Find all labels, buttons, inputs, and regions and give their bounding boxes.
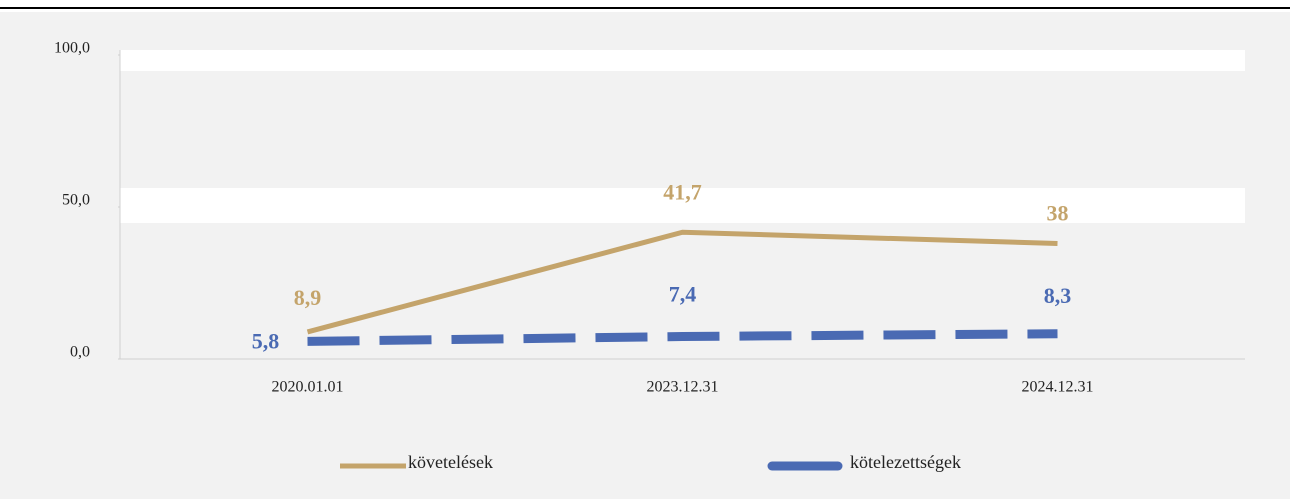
value-label: 8,3 [1044, 283, 1072, 308]
y-tick-label: 100,0 [54, 40, 90, 57]
band [120, 50, 1245, 71]
value-label: 5,8 [252, 328, 280, 353]
value-label: 41,7 [663, 179, 702, 204]
series-line [306, 229, 1058, 335]
y-tick-label: 0,0 [70, 344, 90, 361]
x-tick-label: 2020.01.01 [272, 379, 344, 396]
chart-background [0, 12, 1290, 499]
legend-label: kötelezettségek [850, 452, 961, 472]
value-label: 8,9 [294, 285, 322, 310]
series-line [307, 329, 1058, 346]
value-label: 7,4 [669, 282, 697, 307]
band [120, 188, 1245, 223]
x-tick-label: 2023.12.31 [647, 379, 719, 396]
x-tick-label: 2024.12.31 [1022, 379, 1094, 396]
legend-label: követelések [408, 452, 493, 472]
value-label: 38 [1047, 201, 1069, 226]
y-tick-label: 50,0 [62, 192, 90, 209]
